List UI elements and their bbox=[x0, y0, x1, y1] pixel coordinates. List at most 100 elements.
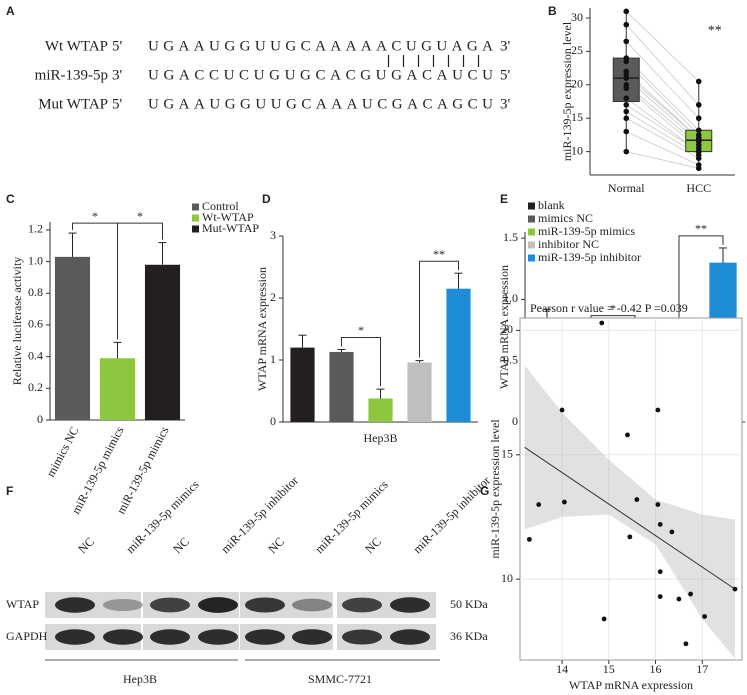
y-tick-label: 0 bbox=[512, 414, 518, 428]
x-tick-label: 16 bbox=[650, 662, 662, 676]
y-tick-label: 0 bbox=[37, 412, 43, 426]
blot-band bbox=[245, 629, 285, 645]
point bbox=[625, 432, 630, 438]
blot-column-label: miR-139-5p inhibitor bbox=[218, 473, 301, 556]
bar bbox=[446, 288, 471, 422]
y-axis-label: Relative luciferase activity bbox=[10, 257, 24, 386]
blot-column-label: NC bbox=[362, 534, 384, 556]
point bbox=[634, 497, 640, 502]
pair-line bbox=[626, 151, 699, 169]
point bbox=[676, 596, 682, 602]
point bbox=[695, 115, 702, 122]
point bbox=[623, 38, 630, 45]
point bbox=[688, 591, 693, 597]
y-tick-label: 10 bbox=[571, 143, 583, 157]
blot-band bbox=[390, 597, 430, 613]
seq-end: 3' bbox=[500, 38, 511, 54]
panel-label: C bbox=[6, 192, 15, 206]
chart-title: Pearson r value = -0.42 P =0.039 bbox=[530, 301, 688, 315]
bar bbox=[99, 358, 136, 420]
x-tick-label: mimics NC bbox=[43, 424, 81, 479]
blot-band bbox=[292, 629, 332, 645]
sig-label: * bbox=[137, 209, 143, 223]
point bbox=[599, 320, 605, 326]
bar bbox=[368, 398, 393, 422]
panel-label: E bbox=[500, 192, 508, 206]
sig-bracket bbox=[341, 336, 381, 387]
blot-size-label: 50 KDa bbox=[450, 597, 488, 611]
point bbox=[655, 407, 661, 413]
y-axis-label: WTAP mRNA expression bbox=[255, 267, 269, 391]
blot-band bbox=[390, 629, 430, 645]
seq-bars bbox=[387, 55, 480, 67]
x-axis-label: WTAP mRNA expression bbox=[569, 678, 693, 692]
sig-label: * bbox=[610, 301, 616, 315]
y-tick-label: 20 bbox=[571, 77, 583, 91]
seq-end: 3' bbox=[112, 67, 123, 83]
y-tick-label: 1.0 bbox=[503, 291, 518, 305]
blot-column-label: NC bbox=[265, 534, 287, 556]
point bbox=[657, 569, 663, 575]
point bbox=[732, 586, 738, 592]
blot-band bbox=[55, 629, 95, 645]
point bbox=[623, 21, 630, 28]
legend-swatch bbox=[528, 254, 535, 262]
sig-label: ** bbox=[433, 247, 445, 261]
legend-label: Wt-WTAP bbox=[202, 210, 254, 224]
y-tick-label: 15 bbox=[501, 447, 513, 461]
trend-line bbox=[524, 446, 736, 590]
blot-band bbox=[342, 597, 382, 613]
bar bbox=[329, 351, 354, 422]
legend-swatch bbox=[192, 203, 199, 211]
point bbox=[669, 529, 675, 535]
point bbox=[562, 499, 567, 505]
bar bbox=[290, 347, 315, 422]
y-tick-label: 2 bbox=[270, 290, 276, 304]
legend-label: Mut-WTAP bbox=[202, 221, 259, 235]
point bbox=[526, 536, 532, 542]
sig-bracket bbox=[117, 222, 163, 340]
sequence: UGACCUCUGUGCACGUGACAUCU bbox=[148, 67, 493, 83]
legend-label: miR-139-5p inhibitor bbox=[538, 250, 641, 264]
y-axis-label: WTAP mRNA expression bbox=[497, 265, 511, 389]
point bbox=[623, 58, 630, 65]
bar bbox=[54, 256, 91, 420]
y-tick-label: 30 bbox=[571, 10, 583, 24]
point bbox=[683, 641, 689, 647]
y-tick-label: 10 bbox=[501, 571, 513, 585]
point bbox=[623, 75, 630, 81]
point bbox=[702, 614, 708, 619]
blot-column-label: NC bbox=[75, 534, 97, 556]
legend-label: Control bbox=[202, 199, 239, 213]
blot-band bbox=[55, 597, 95, 613]
point bbox=[623, 85, 630, 91]
point bbox=[655, 502, 661, 507]
y-tick-label: 1 bbox=[270, 352, 276, 366]
seq-name: miR-139-5p bbox=[35, 67, 108, 83]
plot-area bbox=[519, 317, 743, 661]
x-tick-label: Normal bbox=[608, 181, 645, 195]
x-tick-label: HCC bbox=[686, 181, 711, 195]
y-tick-label: 0 bbox=[270, 414, 276, 428]
legend-swatch bbox=[192, 225, 199, 233]
blot-band bbox=[150, 597, 190, 613]
blot-column-label: NC bbox=[170, 534, 192, 556]
x-tick-label: 17 bbox=[696, 662, 708, 676]
point bbox=[657, 522, 663, 527]
y-axis-label: miR-139-5p expression level bbox=[488, 419, 502, 559]
blot-band bbox=[292, 598, 332, 612]
x-tick-label: 14 bbox=[556, 662, 568, 676]
panel-label: F bbox=[6, 484, 13, 498]
blot-band bbox=[198, 629, 238, 645]
point bbox=[623, 108, 630, 115]
pair-line bbox=[625, 41, 700, 119]
seq-name: Wt WTAP bbox=[45, 38, 108, 54]
sig-bracket bbox=[419, 260, 459, 358]
sequence: UGAAUGGUUGCAAAUCGACAGCU bbox=[148, 96, 493, 112]
y-tick-label: 1.0 bbox=[28, 253, 43, 267]
y-tick-label: 0.6 bbox=[28, 317, 43, 331]
bar bbox=[144, 264, 181, 420]
y-tick-label: 20 bbox=[501, 322, 513, 336]
seq-end: 5' bbox=[500, 67, 511, 83]
blot-size-label: 36 KDa bbox=[450, 629, 488, 643]
